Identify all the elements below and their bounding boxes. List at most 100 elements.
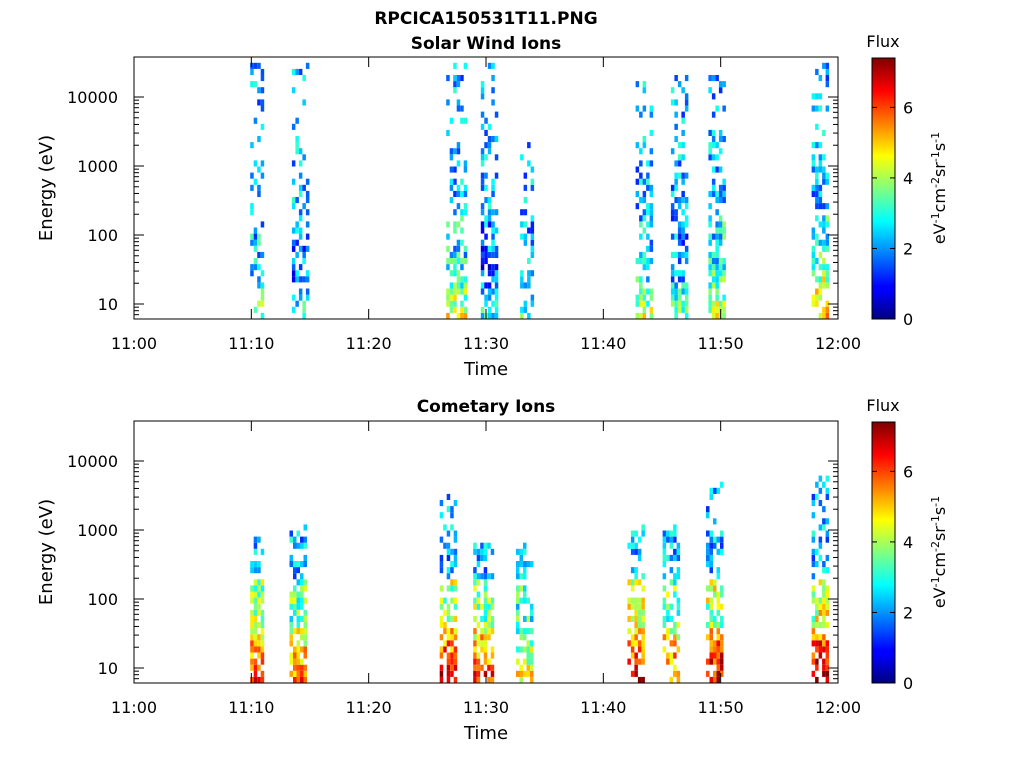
heatmap-cell-438: [637, 603, 642, 610]
heatmap-cell-688: [818, 264, 823, 271]
heatmap-cell-458: [670, 99, 675, 106]
heatmap-cell-472: [674, 184, 678, 191]
heatmap-cell-463: [674, 294, 678, 301]
heatmap-cell-575: [711, 166, 716, 173]
heatmap-cell-664: [818, 487, 823, 494]
heatmap-cell-266: [487, 312, 492, 319]
heatmap-cell-599: [715, 209, 719, 216]
heatmap-cell-66: [291, 160, 296, 167]
heatmap-cell-283: [483, 658, 488, 665]
heatmap-cell-476: [674, 136, 678, 143]
colorbar-title: Flux: [866, 396, 899, 415]
heatmap-cell-277: [487, 209, 492, 216]
heatmap-cell-419: [646, 209, 650, 216]
heatmap-cell-502: [673, 634, 677, 641]
heatmap-cell-110: [296, 615, 300, 622]
heatmap-cell-552: [708, 221, 712, 228]
heatmap-cell-637: [815, 658, 819, 665]
heatmap-cell-511: [681, 209, 685, 216]
heatmap-cell-344: [519, 646, 523, 653]
heatmap-cell-623: [718, 148, 723, 155]
heatmap-cell-82: [295, 68, 299, 75]
heatmap-cell-510: [681, 221, 685, 228]
heatmap-cell-322: [494, 111, 499, 118]
heatmap-cell-512: [673, 530, 677, 537]
heatmap-cell-286: [483, 640, 488, 647]
y-axis-label: Energy (eV): [36, 499, 57, 605]
heatmap-cell-36: [253, 536, 258, 543]
heatmap-cell-639: [722, 197, 726, 204]
heatmap-cell-336: [523, 233, 528, 240]
heatmap-cell-164: [453, 166, 457, 173]
heatmap-cell-483: [677, 294, 682, 301]
heatmap-cell-737: [825, 105, 830, 112]
heatmap-cell-153: [303, 542, 307, 549]
heatmap-cell-199: [446, 506, 451, 513]
heatmap-cell-17: [253, 233, 258, 240]
heatmap-cell-269: [487, 288, 492, 295]
heatmap-cell-327: [520, 270, 524, 277]
heatmap-cell-671: [822, 634, 826, 641]
heatmap-cell-215: [463, 245, 468, 252]
heatmap-cell-380: [530, 658, 534, 665]
heatmap-cell-19: [253, 658, 258, 665]
heatmap-cell-569: [713, 640, 717, 647]
heatmap-cell-374: [635, 81, 640, 88]
heatmap-cell-244: [480, 123, 485, 130]
heatmap-cell-282: [487, 136, 492, 143]
heatmap-cell-22: [253, 81, 258, 88]
heatmap-cell-113: [296, 597, 300, 604]
heatmap-cell-213: [463, 258, 468, 265]
heatmap-cell-467: [662, 573, 667, 580]
heatmap-cell-234: [453, 536, 458, 543]
heatmap-cell-349: [527, 142, 531, 149]
heatmap-cell-329: [516, 628, 520, 635]
heatmap-cell-77: [295, 197, 299, 204]
heatmap-cell-219: [453, 676, 458, 683]
heatmap-cell-544: [708, 288, 712, 295]
heatmap-cell-232: [453, 554, 458, 561]
heatmap-cell-434: [649, 209, 654, 216]
heatmap-cell-231: [453, 561, 458, 568]
heatmap-cell-520: [676, 603, 681, 610]
heatmap-cell-411: [646, 300, 650, 307]
heatmap-cell-523: [684, 306, 689, 313]
heatmap-cell-684: [818, 294, 823, 301]
heatmap-cell-491: [669, 603, 674, 610]
heatmap-cell-542: [709, 658, 713, 665]
heatmap-cell-143: [303, 634, 307, 641]
heatmap-cell-160: [453, 221, 457, 228]
heatmap-cell-607: [720, 603, 724, 610]
heatmap-cell-54: [260, 670, 265, 677]
heatmap-cell-159: [439, 652, 444, 659]
heatmap-cell-130: [300, 591, 304, 598]
heatmap-cell-671: [815, 203, 819, 210]
heatmap-cell-29: [253, 591, 258, 598]
heatmap-cell-3: [250, 652, 254, 659]
heatmap-cell-636: [815, 664, 819, 671]
heatmap-cell-279: [480, 554, 484, 561]
heatmap-cell-41: [257, 640, 261, 647]
heatmap-cell-30: [253, 585, 258, 592]
heatmap-cell-643: [722, 136, 726, 143]
heatmap-cell-62: [291, 227, 296, 234]
heatmap-cell-171: [439, 512, 444, 519]
heatmap-cell-157: [453, 251, 457, 258]
heatmap-cell-518: [676, 622, 681, 629]
heatmap-cell-688: [825, 664, 830, 671]
heatmap-cell-657: [811, 166, 816, 173]
heatmap-cell-145: [303, 622, 307, 629]
heatmap-cell-578: [711, 136, 716, 143]
heatmap-cell-96: [293, 573, 297, 580]
heatmap-cell-351: [530, 294, 535, 301]
heatmap-cell-301: [483, 542, 488, 549]
heatmap-cell-637: [722, 227, 726, 234]
heatmap-cell-583: [715, 312, 719, 319]
heatmap-cell-381: [530, 652, 534, 659]
heatmap-cell-532: [684, 221, 689, 228]
heatmap-cell-623: [811, 597, 816, 604]
heatmap-cell-220: [453, 664, 458, 671]
heatmap-cell-414: [634, 658, 638, 665]
colorbar-gradient: [871, 421, 896, 684]
